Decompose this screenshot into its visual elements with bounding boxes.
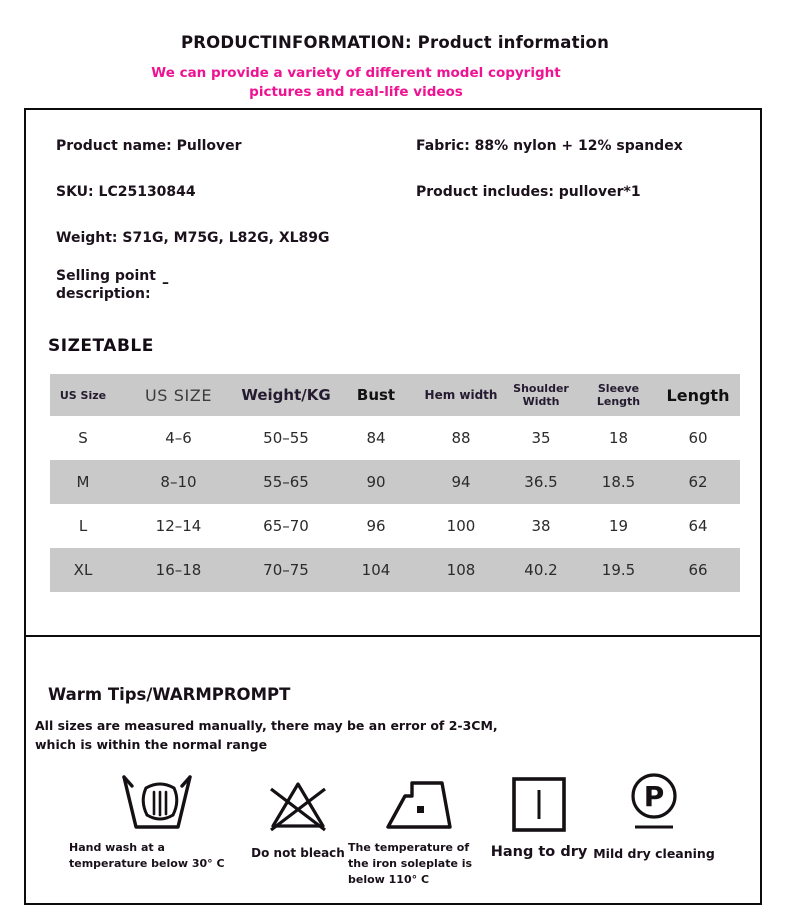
cell: 70–75 xyxy=(263,561,309,579)
cell: 55–65 xyxy=(263,473,309,491)
col-hem-width: Hem width xyxy=(424,388,498,402)
col-weight-kg: Weight/KG xyxy=(241,386,331,404)
cell: 104 xyxy=(361,561,391,579)
warm-tips-heading: Warm Tips/WARMPROMPT xyxy=(48,685,291,704)
cell: 4–6 xyxy=(165,429,192,447)
cell: 84 xyxy=(366,429,386,447)
cell: 50–55 xyxy=(263,429,309,447)
care-item-do-not-bleach: Do not bleach xyxy=(246,767,350,860)
cell: 108 xyxy=(446,561,476,579)
warm-tips-panel: Warm Tips/WARMPROMPT All sizes are measu… xyxy=(24,637,762,905)
size-table-header-row: US Size US SIZE Weight/KG Bust Hem width… xyxy=(50,374,740,416)
cell: 100 xyxy=(446,517,476,535)
col-bust: Bust xyxy=(356,386,396,404)
mild-dry-clean-icon: P xyxy=(626,767,682,833)
cell: 64 xyxy=(688,517,708,535)
cell: M xyxy=(76,473,90,491)
col-shoulder-width: Shoulder Width xyxy=(501,382,581,408)
sku-field: SKU: LC25130844 xyxy=(56,184,196,200)
care-label-dry-clean: Mild dry cleaning xyxy=(593,846,715,861)
subtitle-line-2: pictures and real-life videos xyxy=(249,84,463,100)
hang-to-dry-icon xyxy=(510,767,568,833)
subtitle: We can provide a variety of different mo… xyxy=(0,64,712,102)
table-row-l: L 12–14 65–70 96 100 38 19 64 xyxy=(50,504,740,548)
cell: 18.5 xyxy=(601,473,636,491)
product-name-field: Product name: Pullover xyxy=(56,138,242,154)
cell: L xyxy=(78,517,88,535)
hand-wash-icon xyxy=(118,767,196,833)
cell: 65–70 xyxy=(263,517,309,535)
page-title: PRODUCTINFORMATION: Product information xyxy=(180,33,610,52)
cell: 62 xyxy=(688,473,708,491)
cell: 88 xyxy=(451,429,471,447)
care-item-hang-to-dry: Hang to dry xyxy=(483,767,595,860)
size-table: US Size US SIZE Weight/KG Bust Hem width… xyxy=(50,374,740,592)
selling-point-label: Selling point description: xyxy=(56,268,156,303)
warm-tips-line-2: which is within the normal range xyxy=(35,736,268,752)
col-sleeve-length: Sleeve Length xyxy=(581,382,656,408)
cell: 12–14 xyxy=(155,517,202,535)
selling-point-value: – xyxy=(162,275,169,291)
cell: 18 xyxy=(608,429,629,447)
care-item-dry-clean: P Mild dry cleaning xyxy=(592,767,716,861)
size-table-heading: SIZETABLE xyxy=(48,336,154,356)
do-not-bleach-icon xyxy=(267,767,329,833)
svg-text:P: P xyxy=(644,780,665,813)
col-us-size: US Size xyxy=(59,388,107,402)
weight-field: Weight: S71G, M75G, L82G, XL89G xyxy=(56,230,330,246)
care-label-hand-wash: Hand wash at a temperature below 30° C xyxy=(69,841,225,870)
iron-low-heat-icon xyxy=(384,767,454,833)
col-sleeve-length-label: Sleeve Length xyxy=(596,381,641,408)
cell: 36.5 xyxy=(524,473,558,491)
product-includes-field: Product includes: pullover*1 xyxy=(416,184,641,200)
warm-tips-body: All sizes are measured manually, there m… xyxy=(35,717,498,755)
cell: 8–10 xyxy=(160,473,197,491)
cell: 90 xyxy=(366,473,386,491)
cell: 60 xyxy=(688,429,708,447)
care-item-iron: The temperature of the iron soleplate is… xyxy=(348,767,490,888)
cell: S xyxy=(78,429,88,447)
fabric-field: Fabric: 88% nylon + 12% spandex xyxy=(416,138,683,154)
col-shoulder-width-label: Shoulder Width xyxy=(513,381,569,408)
cell: 94 xyxy=(451,473,471,491)
cell: 66 xyxy=(688,561,708,579)
care-item-hand-wash: Hand wash at a temperature below 30° C xyxy=(69,767,245,872)
cell: XL xyxy=(73,561,93,579)
cell: 38 xyxy=(531,517,551,535)
cell: 40.2 xyxy=(524,561,558,579)
care-label-do-not-bleach: Do not bleach xyxy=(251,846,345,860)
cell: 35 xyxy=(531,429,551,447)
product-details-panel: Product name: Pullover Fabric: 88% nylon… xyxy=(24,108,762,637)
cell: 16–18 xyxy=(155,561,202,579)
cell: 19 xyxy=(608,517,629,535)
cell: 19.5 xyxy=(601,561,636,579)
col-length: Length xyxy=(666,385,730,405)
table-row-s: S 4–6 50–55 84 88 35 18 60 xyxy=(50,416,740,460)
table-row-xl: XL 16–18 70–75 104 108 40.2 19.5 66 xyxy=(50,548,740,592)
cell: 96 xyxy=(366,517,386,535)
warm-tips-line-1: All sizes are measured manually, there m… xyxy=(35,718,498,733)
table-row-m: M 8–10 55–65 90 94 36.5 18.5 62 xyxy=(50,460,740,504)
care-label-hang-to-dry: Hang to dry xyxy=(490,844,588,860)
care-label-iron: The temperature of the iron soleplate is… xyxy=(348,841,473,886)
col-us-size-range: US SIZE xyxy=(144,385,213,405)
subtitle-line-1: We can provide a variety of different mo… xyxy=(151,65,561,81)
